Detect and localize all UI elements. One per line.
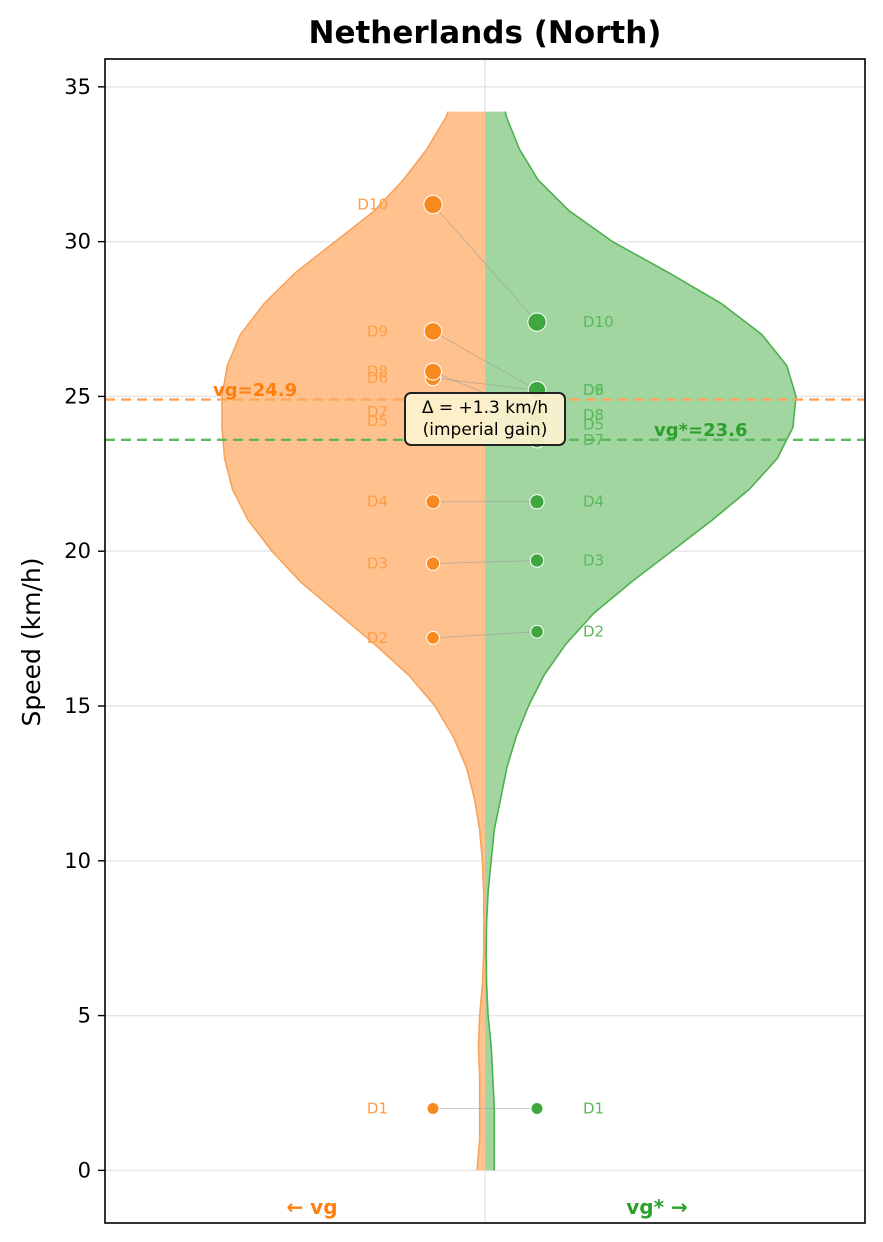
left-label-d9: D9 (367, 322, 388, 340)
right-label-d6: D6 (583, 381, 604, 399)
chart-title: Netherlands (North) (309, 15, 662, 51)
y-tick-label: 35 (64, 75, 91, 99)
left-label-d7: D7 (367, 403, 388, 421)
y-tick-label: 30 (64, 230, 91, 254)
y-ticks: 0 5 10 15 20 25 30 35 (64, 75, 105, 1182)
left-point-d10 (423, 194, 443, 215)
left-label-d4: D4 (367, 493, 388, 511)
right-point-d2 (530, 624, 544, 639)
right-label-d7: D7 (583, 431, 604, 449)
y-tick-label: 0 (78, 1158, 91, 1182)
right-label-d9: D9 (583, 381, 604, 399)
left-point-d1 (426, 1101, 440, 1115)
left-violin-outline (221, 111, 485, 1171)
y-tick-label: 20 (64, 539, 91, 563)
right-point-d1 (530, 1101, 544, 1115)
right-violin-outline (485, 111, 797, 1171)
right-label-d2: D2 (583, 623, 604, 641)
left-point-d4 (425, 494, 441, 510)
pair-link-d3 (432, 560, 538, 565)
left-mean-label: vg=24.9 (213, 380, 297, 401)
left-point-d3 (425, 556, 441, 571)
left-side-label: ← vg (286, 1195, 337, 1219)
left-label-d8: D8 (367, 363, 388, 381)
pair-link-d10 (432, 204, 538, 323)
delta-annotation: Δ = +1.3 km/h (imperial gain) (404, 392, 566, 446)
right-label-d1: D1 (583, 1099, 604, 1117)
y-tick-label: 15 (64, 694, 91, 718)
pair-link-d6 (432, 377, 538, 391)
decile-labels: D1 D1 D2 D2 D3 D3 D4 D4 D5 D5 D6 D6 D7 D7 D8 D8 D9 D9 D10 D… (357, 196, 613, 1118)
right-point-d3 (529, 553, 545, 568)
mean-lines (105, 398, 865, 441)
right-label-d5: D5 (583, 415, 604, 433)
pair-link-d9 (432, 331, 538, 391)
y-tick-label: 5 (78, 1004, 91, 1028)
annotation-line-1: Δ = +1.3 km/h (422, 398, 548, 418)
left-point-d8 (424, 362, 442, 381)
right-point-d10 (527, 312, 547, 332)
pair-link-d2 (432, 631, 538, 639)
right-label-d3: D3 (583, 552, 604, 570)
left-point-d2 (426, 631, 440, 645)
right-side-label: vg* → (626, 1195, 688, 1219)
left-label-d3: D3 (367, 555, 388, 573)
left-label-d6: D6 (367, 369, 388, 387)
right-label-d8: D8 (583, 406, 604, 424)
right-mean-label: vg*=23.6 (654, 420, 748, 441)
right-point-d4 (529, 494, 545, 510)
y-axis-label: Speed (km/h) (17, 558, 46, 727)
left-point-d9 (423, 322, 443, 341)
violins (221, 111, 797, 1171)
left-label-d5: D5 (367, 412, 388, 430)
annotation-line-2: (imperial gain) (423, 420, 548, 440)
left-label-d1: D1 (367, 1099, 388, 1117)
left-label-d10: D10 (357, 196, 388, 214)
right-label-d10: D10 (583, 313, 614, 331)
plot-frame (104, 58, 866, 1224)
y-tick-label: 10 (64, 849, 91, 873)
annotation-box (404, 392, 566, 446)
left-label-d2: D2 (367, 629, 388, 647)
left-violin-body (222, 111, 485, 1171)
y-tick-label: 25 (64, 384, 91, 408)
right-label-d4: D4 (583, 493, 604, 511)
right-violin-body (485, 111, 796, 1171)
